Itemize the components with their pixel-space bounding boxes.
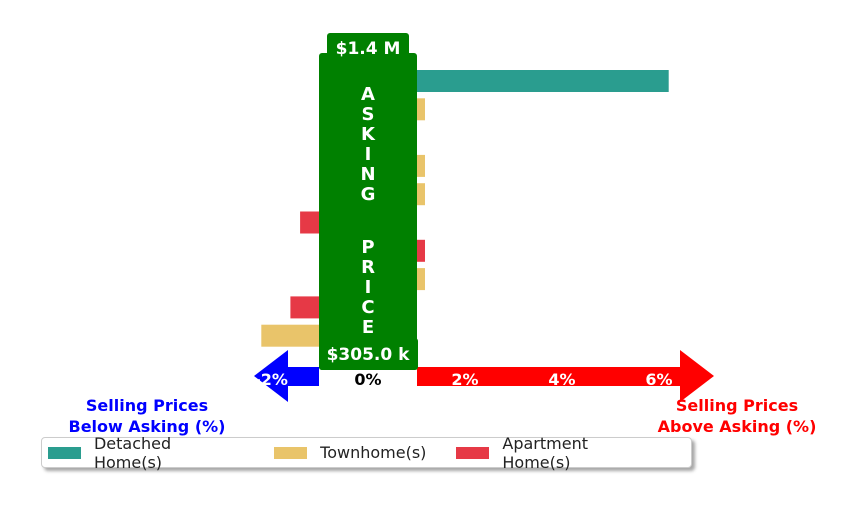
asking-label-letter-4: N [360,164,375,185]
legend-swatch-detached [48,446,81,459]
below-asking-arrow [254,350,319,402]
top-price-label: $1.4 M [336,39,401,59]
legend-label-townhome: Townhome(s) [320,443,427,462]
below-asking-label-line-1: Below Asking (%) [69,417,226,436]
legend-swatch-townhome [274,446,308,459]
asking-label-letter-8: R [361,257,375,278]
x-tick-label-2: 2% [451,370,478,389]
asking-label-letter-2: K [361,124,376,145]
below-asking-label-line-0: Selling Prices [86,396,208,415]
top-price-box [327,33,409,61]
asking-label-letter-7: P [361,237,374,258]
x-tick-label-neg2: -2% [254,370,288,389]
above-asking-arrow [417,350,714,402]
asking-label-letter-10: C [361,297,374,318]
asking-band-rect [319,53,417,370]
x-tick-label-0: 0% [354,370,381,389]
asking-label-letter-1: S [362,104,375,125]
asking-label-letter-3: I [365,144,372,165]
legend-item-detached: Detached Home(s) [48,434,244,472]
legend-label-apartment: Apartment Home(s) [502,433,588,472]
arrows-layer [254,350,714,402]
above-asking-label-line-0: Selling Prices [676,396,798,415]
asking-label-letter-0: A [361,84,375,105]
asking-label-letter-11: E [362,317,374,338]
asking-label-letter-5: G [361,184,376,205]
legend-item-townhome: Townhome(s) [274,443,426,462]
side-labels: Selling Prices Below Asking (%) Selling Pr… [69,396,817,436]
legend: Detached Home(s) Townhome(s) Apartment H… [41,434,692,472]
x-tick-label-6: 6% [645,370,672,389]
above-asking-label-line-1: Above Asking (%) [658,417,817,436]
bottom-price-label: $305.0 k [327,345,411,365]
x-tick-label-4: 4% [548,370,575,389]
x-axis-ticks: -2% 0% 2% 4% 6% [254,370,672,389]
bottom-price-box [319,338,418,370]
asking-label-letter-9: I [365,277,372,298]
legend-label-detached: Detached Home(s) [93,433,172,472]
legend-item-apartment: Apartment Home(s) [456,434,661,472]
legend-swatch-apartment [456,446,490,459]
